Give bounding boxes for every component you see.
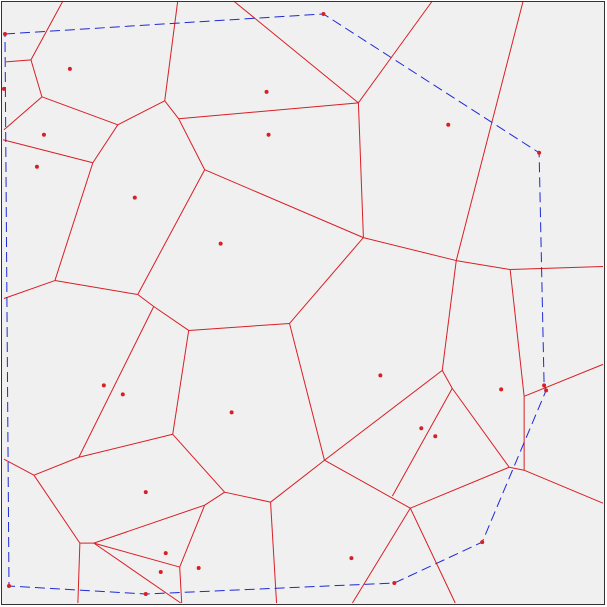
site-point bbox=[132, 195, 137, 200]
voronoi-edge bbox=[117, 100, 165, 126]
site-point bbox=[266, 132, 271, 137]
voronoi-edge bbox=[351, 507, 411, 604]
voronoi-edge bbox=[179, 504, 206, 568]
voronoi-edge bbox=[33, 456, 80, 476]
voronoi-edge bbox=[164, 0, 179, 101]
voronoi-edge bbox=[3, 458, 35, 476]
voronoi-edge bbox=[3, 96, 43, 131]
site-point bbox=[67, 66, 72, 71]
voronoi-edge bbox=[363, 237, 457, 262]
voronoi-edge bbox=[204, 169, 364, 239]
voronoi-edge bbox=[523, 469, 604, 504]
hull-vertex-point bbox=[537, 150, 542, 155]
voronoi-edge bbox=[93, 542, 180, 568]
site-point bbox=[158, 570, 163, 575]
site-point bbox=[446, 122, 451, 127]
voronoi-edge bbox=[178, 102, 359, 120]
voronoi-edge bbox=[179, 567, 183, 604]
voronoi-edge bbox=[93, 542, 181, 604]
hull-vertex-point bbox=[544, 388, 549, 393]
voronoi-edge bbox=[357, 102, 364, 238]
voronoi-edge bbox=[54, 280, 138, 296]
voronoi-edge bbox=[137, 169, 206, 295]
hull-vertex-point bbox=[480, 540, 485, 545]
site-point bbox=[143, 490, 148, 495]
voronoi-edge bbox=[451, 388, 510, 468]
voronoi-edge bbox=[358, 0, 433, 104]
voronoi-edge bbox=[188, 322, 290, 331]
site-point bbox=[41, 132, 46, 137]
voronoi-edge bbox=[455, 0, 524, 261]
voronoi-edge bbox=[54, 162, 94, 281]
voronoi-edge bbox=[410, 466, 510, 509]
hull-vertex-point bbox=[321, 11, 326, 16]
voronoi-edge bbox=[289, 237, 364, 324]
voronoi-edge bbox=[178, 118, 206, 170]
site-point bbox=[218, 241, 223, 246]
site-point bbox=[196, 566, 201, 571]
site-point bbox=[229, 410, 234, 415]
site-point bbox=[433, 434, 438, 439]
voronoi-edge bbox=[30, 0, 64, 61]
site-point bbox=[34, 164, 39, 169]
site-point bbox=[101, 383, 106, 388]
site-point bbox=[1, 86, 6, 91]
voronoi-edge bbox=[409, 507, 456, 604]
hull-vertex-point bbox=[2, 31, 7, 36]
voronoi-sites bbox=[1, 11, 549, 597]
site-point bbox=[499, 387, 504, 392]
voronoi-edge bbox=[93, 504, 205, 544]
voronoi-edge bbox=[92, 124, 119, 164]
voronoi-edge bbox=[523, 363, 604, 397]
voronoi-edge bbox=[77, 543, 81, 604]
site-point bbox=[163, 551, 168, 556]
site-point bbox=[349, 556, 354, 561]
site-point bbox=[264, 89, 269, 94]
voronoi-edge bbox=[324, 369, 443, 461]
voronoi-edge bbox=[509, 466, 525, 471]
voronoi-edge bbox=[41, 96, 118, 126]
voronoi-edge bbox=[3, 280, 56, 299]
voronoi-edge bbox=[30, 59, 43, 97]
voronoi-edge bbox=[510, 266, 604, 271]
voronoi-edge bbox=[172, 433, 226, 493]
voronoi-edge bbox=[441, 260, 457, 371]
voronoi-edge bbox=[224, 491, 271, 503]
voronoi-edge bbox=[204, 491, 225, 506]
voronoi-edge bbox=[153, 306, 189, 331]
voronoi-edge bbox=[5, 59, 31, 63]
site-point bbox=[419, 426, 424, 431]
hull-vertex-point bbox=[143, 592, 148, 597]
voronoi-edge bbox=[78, 306, 155, 458]
voronoi-edge bbox=[2, 139, 93, 164]
voronoi-edge bbox=[391, 388, 453, 497]
voronoi-edge bbox=[172, 330, 190, 435]
voronoi-edge bbox=[270, 502, 278, 604]
voronoi-edge bbox=[137, 294, 155, 307]
voronoi-edge bbox=[324, 459, 411, 509]
voronoi-edge bbox=[509, 269, 525, 397]
hull-vertex-point bbox=[6, 584, 11, 589]
voronoi-edge bbox=[270, 459, 325, 503]
voronoi-edge bbox=[78, 433, 173, 458]
site-point bbox=[120, 392, 125, 397]
hull-vertex-point bbox=[392, 581, 397, 586]
voronoi-edge bbox=[441, 370, 453, 389]
voronoi-edge bbox=[33, 474, 81, 544]
site-point bbox=[378, 373, 383, 378]
voronoi-edge bbox=[164, 100, 180, 120]
voronoi-edge bbox=[289, 323, 325, 461]
hull-vertex-point bbox=[542, 383, 547, 388]
voronoi-edge bbox=[456, 260, 511, 271]
